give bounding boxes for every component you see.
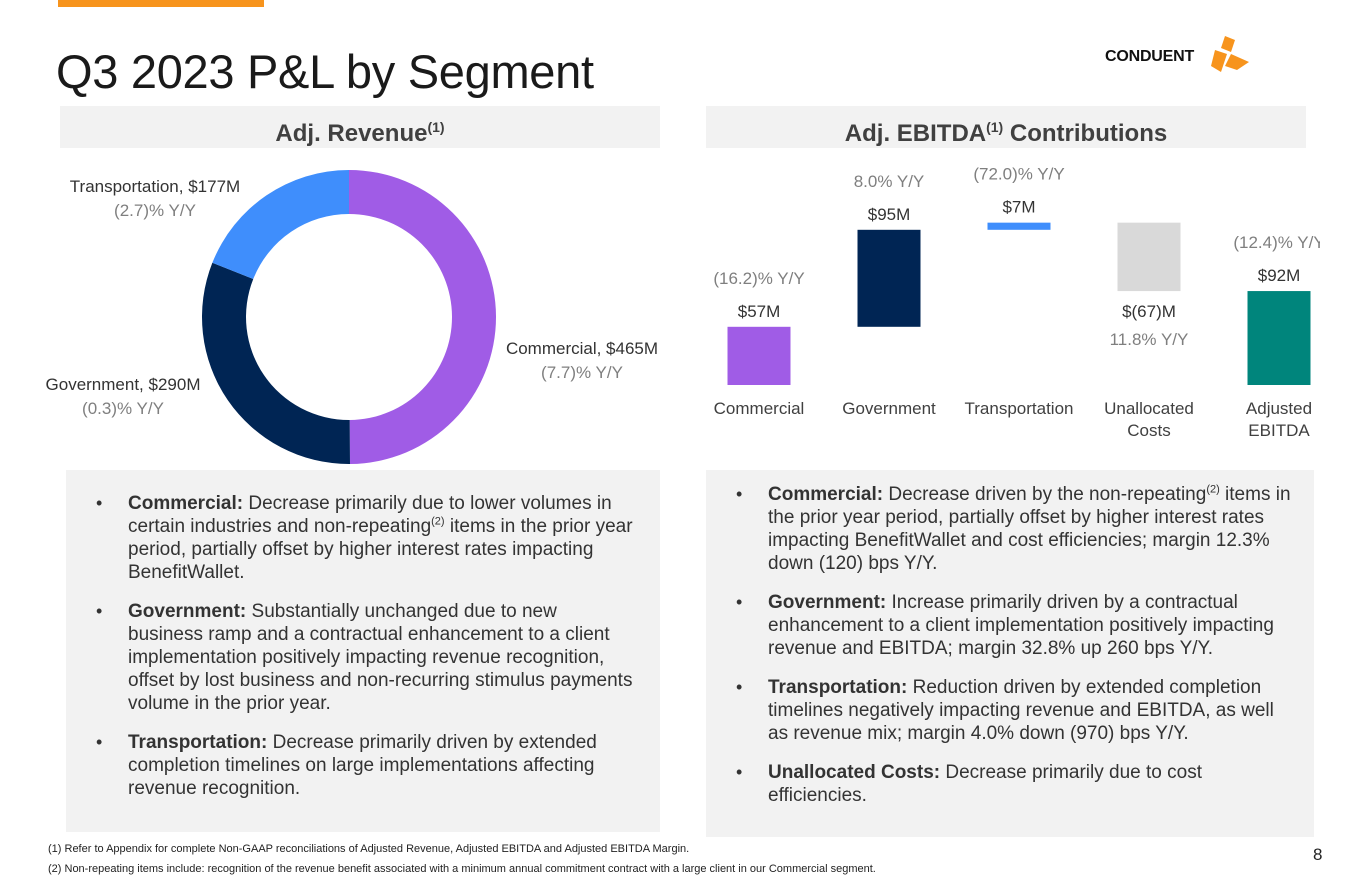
bar-category-label-government: Government — [842, 399, 936, 418]
bullet-marker: • — [96, 601, 103, 621]
bar-category-label-unallocated-costs: Costs — [1127, 421, 1170, 440]
bullet-marker: • — [736, 592, 743, 612]
bullet-heading: Government: — [768, 592, 887, 613]
bar-category-label-adjusted-ebitda: Adjusted — [1246, 399, 1312, 418]
revenue-bullet: • Transportation: Decrease primarily driv… — [66, 731, 636, 800]
bullet-marker: • — [736, 677, 743, 697]
bullet-footnote-ref: (2) — [1206, 483, 1220, 496]
bar-value-government: $95M — [868, 205, 911, 224]
donut-slice-commercial — [349, 170, 497, 464]
revenue-panel-header: Adj. Revenue(1) — [60, 106, 660, 148]
revenue-bullet: • Commercial: Decrease primarily due to l… — [66, 492, 636, 584]
footnote-2: (2) Non-repeating items include: recogni… — [48, 863, 876, 875]
ebitda-commentary-box: • Commercial: Decrease driven by the non-… — [706, 470, 1314, 837]
bullet-footnote-ref: (2) — [431, 515, 445, 528]
bar-yoy-commercial: (16.2)% Y/Y — [713, 269, 804, 288]
bullet-text: Reduction driven by extended completion … — [768, 677, 1274, 744]
bar-value-adjusted-ebitda: $92M — [1258, 266, 1301, 285]
ebitda-bullet: • Unallocated Costs: Decrease primarily d… — [706, 761, 1296, 807]
bullet-text-tail: items in the prior year period, partiall… — [128, 516, 633, 583]
bullet-heading: Government: — [128, 601, 247, 622]
bar-yoy-government: 8.0% Y/Y — [854, 172, 925, 191]
bullet-text-tail: items in the prior year period, partiall… — [768, 484, 1291, 574]
revenue-header-sup: (1) — [427, 119, 445, 135]
bullet-heading: Transportation: — [128, 732, 268, 753]
bar-adjusted-ebitda — [1247, 291, 1311, 385]
ebitda-header-sup: (1) — [986, 119, 1004, 135]
bullet-marker: • — [736, 762, 743, 782]
donut-label-government: Government, $290M — [46, 375, 201, 394]
bar-government — [857, 229, 921, 327]
bar-category-label-adjusted-ebitda: EBITDA — [1248, 421, 1310, 440]
ebitda-waterfall-chart: $57M (16.2)% Y/Y Commercial $95M 8.0% Y/Y Gov… — [713, 165, 1320, 440]
bullet-marker: • — [96, 493, 103, 513]
donut-label-commercial: Commercial, $465M — [506, 339, 658, 358]
revenue-donut-chart: Commercial, $465M (7.7)% Y/Y Government, $… — [46, 170, 658, 464]
ebitda-header-tail: Contributions — [1003, 120, 1168, 147]
ebitda-bullet-list: • Commercial: Decrease driven by the non-… — [706, 470, 1314, 807]
footnote-1: (1) Refer to Appendix for complete Non-G… — [48, 843, 690, 855]
bar-transportation — [987, 222, 1051, 230]
bar-value-unallocated-costs: $(67)M — [1122, 302, 1176, 321]
bullet-text: Substantially unchanged due to new busin… — [128, 601, 633, 714]
bullet-heading: Commercial: — [768, 484, 884, 505]
bullet-text: Decrease primarily driven by extended co… — [128, 732, 597, 799]
bullet-heading: Transportation: — [768, 677, 908, 698]
donut-yoy-commercial: (7.7)% Y/Y — [541, 363, 623, 382]
accent-bar — [58, 0, 264, 7]
bar-yoy-adjusted-ebitda: (12.4)% Y/Y — [1233, 233, 1320, 252]
ebitda-bullet: • Government: Increase primarily driven b… — [706, 591, 1296, 660]
bar-commercial — [727, 326, 791, 385]
bullet-heading: Commercial: — [128, 493, 244, 514]
conduent-logo-icon — [1211, 36, 1249, 72]
ebitda-header-text: Adj. EBITDA — [844, 120, 987, 147]
bar-category-label-unallocated-costs: Unallocated — [1104, 399, 1194, 418]
ebitda-panel-header: Adj. EBITDA(1) Contributions — [706, 106, 1306, 148]
ebitda-bullet: • Transportation: Reduction driven by ext… — [706, 676, 1296, 745]
revenue-bullet: • Government: Substantially unchanged due… — [66, 600, 636, 715]
bullet-marker: • — [96, 732, 103, 752]
bar-yoy-unallocated-costs: 11.8% Y/Y — [1110, 330, 1189, 349]
donut-yoy-transportation: (2.7)% Y/Y — [114, 201, 196, 220]
donut-slice-government — [201, 262, 350, 464]
logo-text: CONDUENT — [1105, 48, 1195, 65]
page-title: Q3 2023 P&L by Segment — [56, 45, 594, 98]
bullet-text: Increase primarily driven by a contractu… — [768, 592, 1274, 659]
revenue-header-text: Adj. Revenue — [275, 120, 428, 147]
donut-label-transportation: Transportation, $177M — [70, 177, 240, 196]
bullet-text: Decrease driven by the non-repeating — [883, 484, 1207, 505]
bullet-text: Decrease primarily due to lower volumes … — [128, 493, 612, 537]
bar-category-label-commercial: Commercial — [714, 399, 805, 418]
conduent-logo: CONDUENT — [1105, 36, 1255, 76]
bullet-marker: • — [736, 484, 743, 504]
bar-value-transportation: $7M — [1002, 198, 1035, 217]
bar-unallocated-costs — [1117, 222, 1181, 292]
bar-value-commercial: $57M — [738, 302, 781, 321]
bar-yoy-transportation: (72.0)% Y/Y — [973, 165, 1064, 184]
bullet-heading: Unallocated Costs: — [768, 762, 941, 783]
revenue-bullet-list: • Commercial: Decrease primarily due to l… — [66, 470, 660, 800]
bar-category-label-transportation: Transportation — [965, 399, 1074, 418]
donut-slice-transportation — [212, 170, 349, 280]
page-number: 8 — [1313, 845, 1323, 864]
revenue-commentary-box: • Commercial: Decrease primarily due to l… — [66, 470, 660, 832]
bullet-text: Decrease primarily due to cost efficienc… — [768, 762, 1202, 806]
donut-yoy-government: (0.3)% Y/Y — [82, 399, 164, 418]
ebitda-bullet: • Commercial: Decrease driven by the non-… — [706, 483, 1296, 575]
